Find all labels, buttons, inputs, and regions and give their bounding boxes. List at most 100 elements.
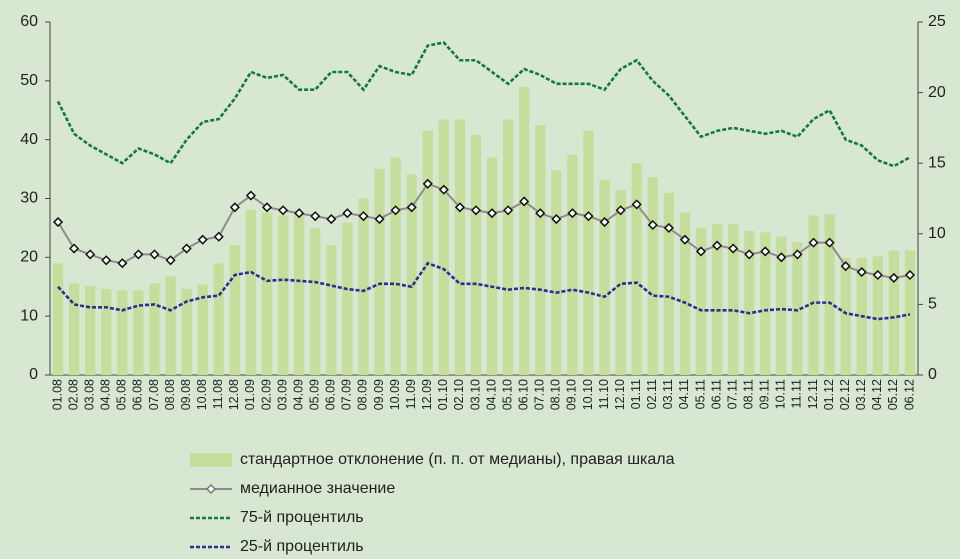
bar xyxy=(165,276,176,375)
x-tick-label: 06.09 xyxy=(324,379,338,410)
marker xyxy=(519,196,530,207)
marker xyxy=(261,202,273,213)
legend-swatch xyxy=(190,453,232,467)
bar xyxy=(245,209,257,375)
x-tick-label: 04.09 xyxy=(291,379,305,410)
x-tick-label: 06.10 xyxy=(516,379,530,410)
x-tick-label: 10.09 xyxy=(388,379,402,410)
marker xyxy=(358,211,369,222)
bar xyxy=(310,228,321,375)
y2-tick-label: 15 xyxy=(928,154,946,171)
bar xyxy=(808,215,819,375)
marker xyxy=(69,243,80,254)
x-tick-label: 01.08 xyxy=(50,379,64,410)
x-tick-label: 05.08 xyxy=(115,379,129,410)
bar xyxy=(277,215,289,375)
bar xyxy=(133,290,144,375)
marker xyxy=(760,246,771,257)
marker xyxy=(808,237,819,248)
bar xyxy=(744,230,755,375)
bar xyxy=(486,157,498,375)
x-tick-label: 08.08 xyxy=(163,379,177,410)
bar xyxy=(551,170,562,375)
y-tick-label: 10 xyxy=(20,307,38,324)
bar xyxy=(776,236,787,375)
bar xyxy=(792,242,803,375)
marker xyxy=(503,205,514,216)
bar xyxy=(101,288,112,375)
y-tick-label: 20 xyxy=(20,249,38,266)
legend-label: 75-й процентиль xyxy=(240,509,364,526)
marker xyxy=(470,205,482,216)
x-tick-label: 05.10 xyxy=(500,379,514,410)
x-tick-label: 10.08 xyxy=(195,379,209,410)
x-tick-label: 05.12 xyxy=(886,379,900,410)
y-tick-label: 40 xyxy=(20,131,38,148)
x-tick-label: 03.12 xyxy=(854,379,868,410)
x-tick-label: 05.11 xyxy=(693,379,707,409)
x-tick-label: 08.11 xyxy=(742,379,756,409)
marker xyxy=(310,211,321,222)
bar xyxy=(872,256,883,375)
marker xyxy=(904,269,916,281)
marker xyxy=(776,252,787,263)
x-tick-label: 01.10 xyxy=(436,379,450,410)
marker xyxy=(679,234,690,245)
y2-tick-label: 25 xyxy=(928,13,946,30)
bar xyxy=(631,163,642,375)
bar xyxy=(711,223,723,375)
bar xyxy=(502,119,514,375)
marker xyxy=(872,269,883,281)
x-tick-label: 01.12 xyxy=(822,379,836,410)
bar xyxy=(438,119,449,375)
marker xyxy=(278,205,289,216)
bar xyxy=(229,245,240,375)
x-tick-label: 11.08 xyxy=(211,379,225,409)
marker xyxy=(567,208,578,219)
bar xyxy=(824,214,835,375)
marker xyxy=(824,237,835,248)
x-tick-label: 07.11 xyxy=(725,379,739,409)
marker xyxy=(663,222,674,233)
bar xyxy=(326,245,337,375)
y-tick-label: 60 xyxy=(20,13,38,30)
marker xyxy=(551,214,562,225)
bar xyxy=(197,284,208,375)
bar xyxy=(358,198,369,375)
bar xyxy=(679,212,691,375)
marker xyxy=(744,249,755,260)
x-tick-label: 07.09 xyxy=(340,379,354,410)
bar xyxy=(567,154,578,375)
marker xyxy=(486,208,498,219)
marker xyxy=(213,231,224,242)
bar xyxy=(840,257,851,375)
bar xyxy=(663,192,674,375)
x-tick-label: 04.12 xyxy=(870,379,884,410)
x-tick-label: 12.09 xyxy=(420,379,434,410)
marker xyxy=(165,255,176,266)
marker xyxy=(390,205,401,216)
marker xyxy=(342,208,353,219)
x-tick-label: 02.08 xyxy=(66,379,80,410)
marker xyxy=(438,184,449,195)
x-tick-label: 04.10 xyxy=(484,379,498,410)
x-tick-label: 02.12 xyxy=(838,379,852,410)
bar xyxy=(470,134,482,375)
y-tick-label: 30 xyxy=(20,190,38,207)
marker xyxy=(631,199,642,210)
x-tick-label: 09.11 xyxy=(758,379,772,409)
x-tick-label: 03.08 xyxy=(82,379,96,410)
x-tick-label: 06.08 xyxy=(131,379,145,410)
marker xyxy=(840,261,851,272)
bar xyxy=(760,232,771,375)
bar xyxy=(390,157,401,375)
x-tick-label: 08.09 xyxy=(356,379,370,410)
marker xyxy=(294,208,305,219)
x-tick-label: 05.09 xyxy=(308,379,322,410)
bar xyxy=(68,283,80,375)
marker xyxy=(599,216,610,228)
marker xyxy=(149,249,160,260)
y2-tick-label: 0 xyxy=(928,366,937,383)
x-tick-label: 10.11 xyxy=(774,379,788,409)
x-tick-label: 02.09 xyxy=(259,379,273,410)
